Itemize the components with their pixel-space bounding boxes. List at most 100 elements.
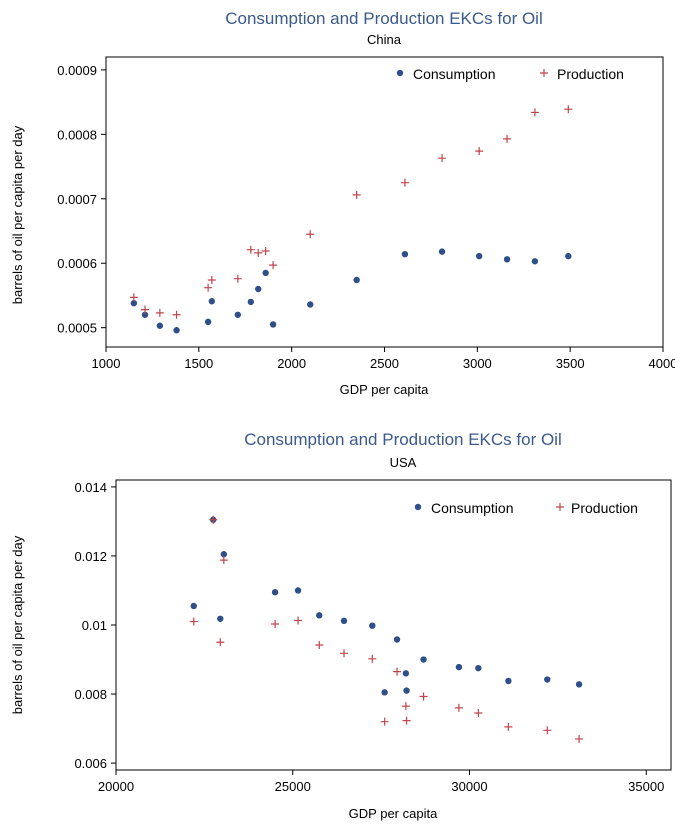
y-tick-label: 0.0009 (57, 63, 97, 78)
plot-frame (105, 56, 664, 348)
consumption-point (294, 587, 302, 594)
y-tick-label: 0.01 (82, 618, 107, 633)
chart-china: Consumption and Production EKCs for Oil … (10, 9, 675, 397)
legend-consumption-label: Consumption (431, 500, 514, 516)
legend-consumption-label: Consumption (413, 66, 496, 82)
production-point (294, 616, 303, 625)
production-point (216, 638, 225, 647)
x-axis-label: GDP per capita (349, 806, 438, 821)
production-point (219, 556, 228, 565)
production-point (564, 105, 573, 114)
consumption-point (403, 687, 410, 694)
y-axis-ticks: 0.0005 0.0006 0.0007 0.0008 0.0009 (57, 63, 106, 336)
production-point (271, 619, 280, 628)
consumption-point (503, 256, 511, 263)
production-point (246, 245, 255, 254)
chart-title: Consumption and Production EKCs for Oil (244, 430, 562, 449)
consumption-point (217, 615, 224, 622)
x-tick-label: 30000 (451, 779, 487, 794)
x-tick-label: 3000 (463, 356, 492, 371)
legend-production-marker (540, 69, 548, 77)
production-point (172, 310, 181, 319)
production-point (530, 108, 539, 117)
consumption-point (475, 664, 482, 672)
consumption-point (208, 298, 216, 305)
consumption-point (353, 276, 360, 284)
production-point (207, 275, 216, 284)
y-axis-label: barrels of oil per capita per day (10, 535, 25, 714)
consumption-point (544, 676, 551, 683)
production-point (254, 248, 263, 257)
consumption-point (340, 617, 348, 625)
x-tick-label: 1000 (92, 356, 121, 371)
production-point (352, 190, 361, 199)
production-point (269, 261, 278, 270)
y-tick-label: 0.0006 (57, 256, 97, 271)
x-tick-label: 3500 (556, 356, 585, 371)
x-tick-label: 4000 (649, 356, 675, 371)
y-axis-label: barrels of oil per capita per day (10, 125, 25, 304)
consumption-point (271, 589, 279, 596)
production-point (575, 734, 584, 743)
consumption-point (190, 602, 197, 610)
consumption-point (316, 612, 323, 619)
production-point (393, 667, 402, 676)
production-point (454, 703, 463, 712)
production-point (189, 617, 198, 626)
consumption-point (393, 636, 401, 643)
production-point (401, 702, 410, 711)
x-tick-label: 1500 (184, 356, 213, 371)
production-point (315, 641, 324, 650)
legend-production-label: Production (571, 500, 638, 516)
production-point (402, 716, 411, 725)
y-axis-ticks: 0.006 0.008 0.01 0.012 0.014 (74, 480, 116, 771)
production-point (400, 178, 409, 187)
legend-production-marker (556, 503, 564, 511)
y-tick-label: 0.0005 (57, 321, 97, 336)
consumption-point (438, 248, 446, 255)
x-tick-label: 2500 (370, 356, 399, 371)
consumption-point (307, 301, 314, 308)
production-point (306, 230, 315, 239)
production-point (233, 274, 242, 283)
production-point (129, 293, 138, 302)
production-point (140, 305, 149, 314)
consumption-point (475, 252, 483, 260)
production-point (209, 515, 218, 524)
production-point (504, 722, 513, 731)
consumption-point (141, 311, 149, 318)
production-point (503, 134, 512, 143)
x-tick-label: 2000 (277, 356, 306, 371)
legend: Consumption Production (414, 500, 638, 516)
chart-subtitle: USA (390, 455, 417, 470)
legend-consumption-marker (414, 503, 422, 511)
y-tick-label: 0.014 (74, 480, 107, 495)
x-tick-label: 20000 (98, 779, 134, 794)
consumption-point (234, 311, 242, 318)
production-point (380, 717, 389, 726)
y-tick-label: 0.0007 (57, 192, 97, 207)
x-tick-label: 25000 (275, 779, 311, 794)
plot-frame (115, 479, 672, 771)
x-axis-ticks: 1000 1500 2000 2500 3000 3500 4000 (92, 347, 675, 371)
y-tick-label: 0.008 (74, 687, 107, 702)
consumption-point (505, 677, 512, 685)
production-point (474, 709, 483, 718)
legend-production-label: Production (557, 66, 624, 82)
consumption-point (401, 251, 409, 258)
legend-consumption-marker (396, 69, 404, 77)
consumption-point (402, 670, 410, 677)
x-axis-label: GDP per capita (340, 382, 429, 397)
production-point (543, 726, 552, 735)
consumption-point (420, 656, 427, 663)
consumption-point (262, 269, 269, 277)
y-tick-label: 0.0008 (57, 127, 97, 142)
consumption-point (565, 252, 572, 260)
consumption-point (531, 258, 539, 265)
chart-title: Consumption and Production EKCs for Oil (225, 9, 543, 28)
consumption-point (369, 622, 376, 629)
production-point (368, 654, 377, 663)
production-point (261, 246, 270, 255)
